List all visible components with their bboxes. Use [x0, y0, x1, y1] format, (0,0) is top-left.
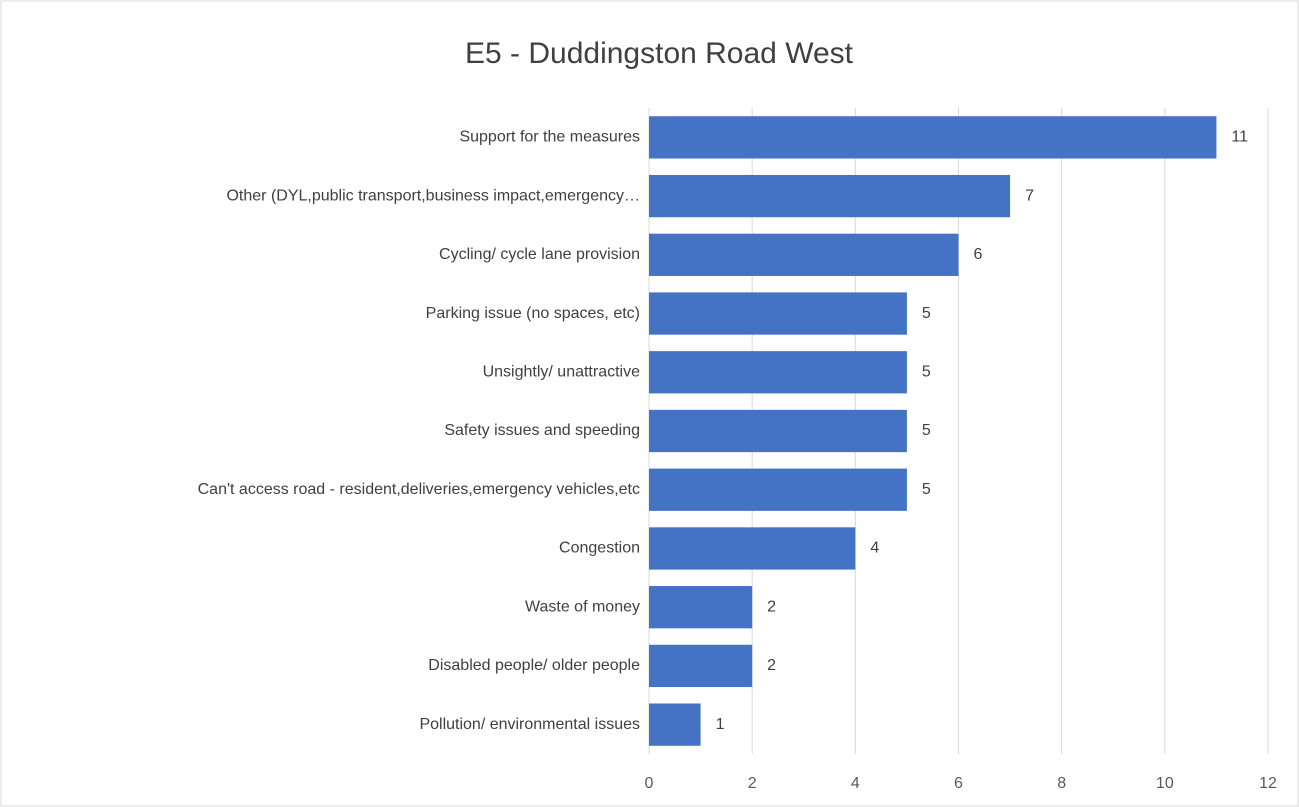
x-tick-label: 12: [1259, 775, 1277, 792]
y-tick-label: Other (DYL,public transport,business imp…: [226, 187, 640, 204]
x-tick-label: 2: [748, 775, 757, 792]
x-tick-label: 10: [1156, 775, 1174, 792]
data-label: 5: [922, 422, 931, 439]
data-label: 5: [922, 481, 931, 498]
bar: [649, 233, 959, 276]
bar: [649, 586, 753, 629]
bar: [649, 644, 753, 688]
y-tick-label: Safety issues and speeding: [444, 422, 640, 439]
bar: [649, 468, 907, 511]
y-tick-label: Disabled people/ older people: [428, 657, 640, 674]
data-label: 5: [922, 305, 931, 322]
bar: [649, 174, 1011, 218]
data-label: 5: [922, 363, 931, 380]
y-tick-label: Congestion: [559, 540, 640, 557]
x-tick-label: 4: [851, 775, 860, 792]
data-label: 1: [716, 716, 725, 733]
data-label: 7: [1025, 187, 1034, 204]
y-tick-label: Pollution/ environmental issues: [419, 716, 640, 733]
x-tick-label: 8: [1057, 775, 1066, 792]
data-label: 2: [767, 598, 776, 615]
bar: [649, 116, 1217, 159]
x-tick-label: 0: [645, 775, 654, 792]
y-tick-label: Unsightly/ unattractive: [483, 363, 641, 380]
data-label: 4: [870, 540, 879, 557]
bar: [649, 409, 907, 453]
data-label: 6: [974, 246, 983, 263]
y-tick-label: Cycling/ cycle lane provision: [439, 246, 640, 263]
data-label: 11: [1231, 129, 1248, 146]
bar: [649, 703, 701, 746]
y-tick-label: Can't access road - resident,deliveries,…: [198, 481, 640, 498]
y-tick-label: Waste of money: [525, 598, 640, 615]
chart-title: E5 - Duddingston Road West: [465, 37, 854, 70]
bar: [649, 351, 907, 394]
data-label: 2: [767, 657, 776, 674]
x-tick-label: 6: [954, 775, 963, 792]
y-tick-label: Parking issue (no spaces, etc): [426, 305, 640, 322]
bar: [649, 292, 907, 335]
y-tick-label: Support for the measures: [459, 129, 640, 146]
bar: [649, 527, 856, 570]
